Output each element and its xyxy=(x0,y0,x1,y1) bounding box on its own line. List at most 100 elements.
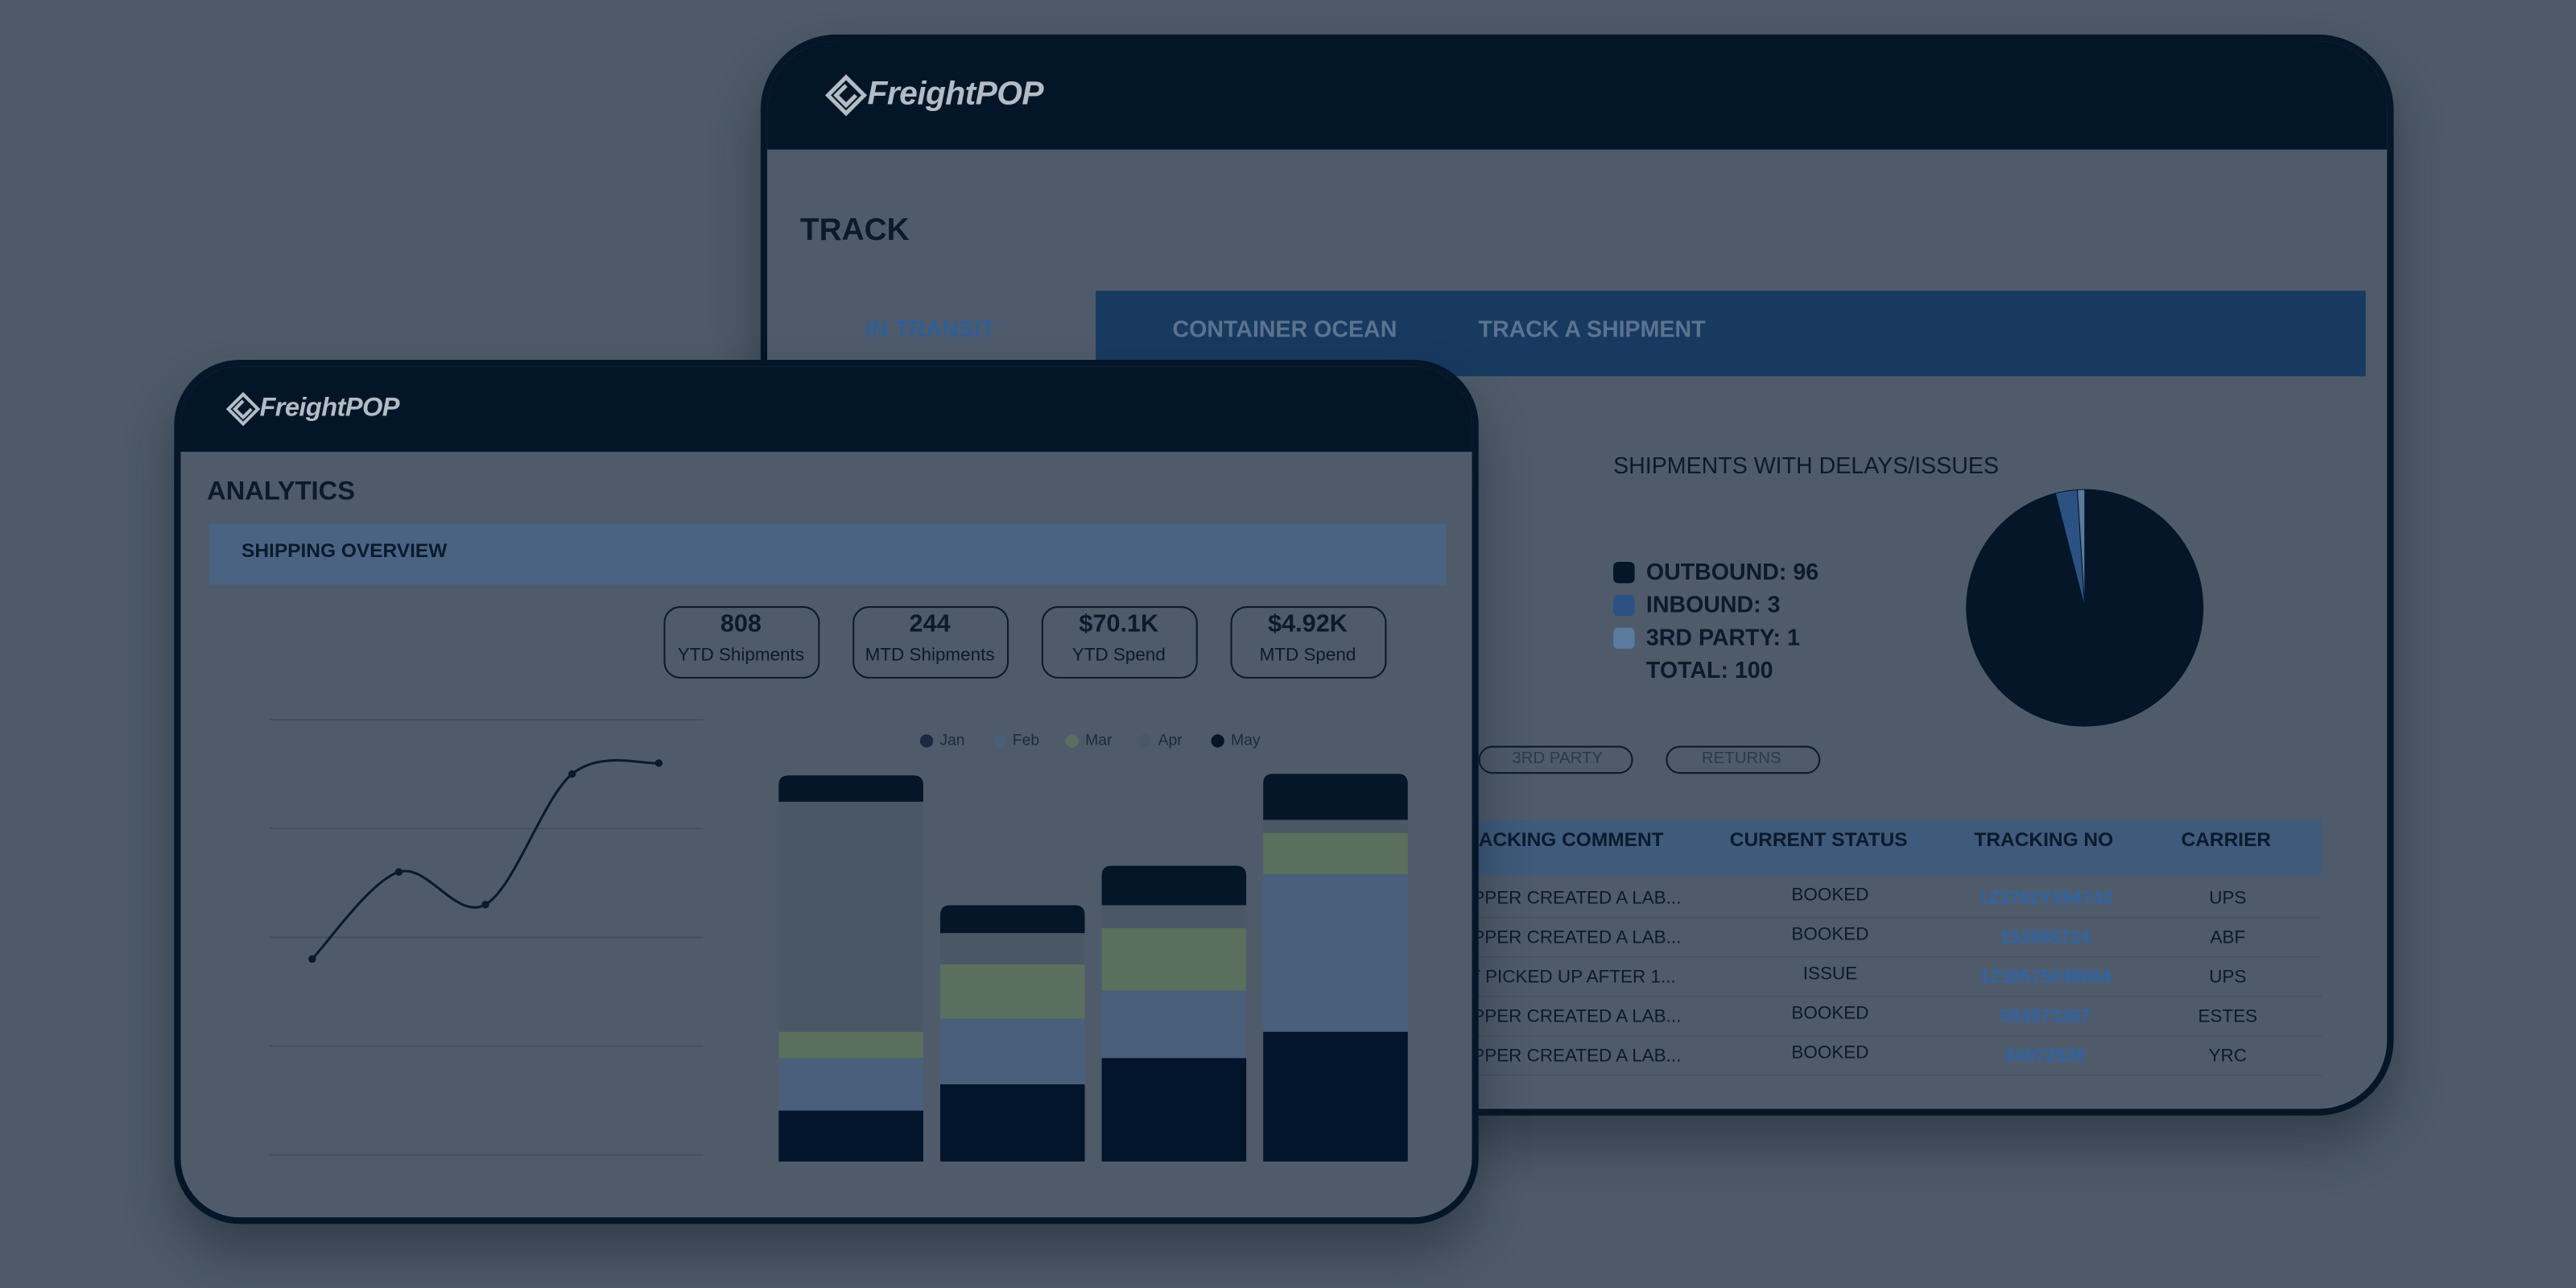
tracking-number[interactable]: 152985724 xyxy=(2000,928,2091,948)
status: BOOKED xyxy=(1791,924,1869,945)
bar-segment xyxy=(778,1110,923,1162)
kpi-label: MTD Shipments xyxy=(865,646,995,666)
tracking-comment: SHIPPER CREATED A LAB... xyxy=(1442,1007,1682,1027)
carrier: ABF xyxy=(2210,928,2246,948)
legend-dot xyxy=(1211,734,1224,748)
tracking-number[interactable]: 1Z38575038884 xyxy=(1979,968,2112,988)
status: BOOKED xyxy=(1791,1003,1869,1024)
legend-dot xyxy=(919,734,934,748)
carrier: UPS xyxy=(2209,889,2247,909)
carrier: YRC xyxy=(2208,1046,2248,1067)
legend-dot xyxy=(1065,734,1079,748)
carrier: UPS xyxy=(2209,968,2247,988)
bar-segment xyxy=(778,1031,923,1059)
status: ISSUE xyxy=(1802,964,1858,985)
bar-segment xyxy=(939,933,1085,964)
kpi-label: MTD Spend xyxy=(1259,646,1356,666)
row-divider xyxy=(1445,1074,2322,1076)
kpi-card: 244 MTD Shipments xyxy=(852,606,1009,679)
bar-segment xyxy=(939,1018,1085,1084)
bar-segment xyxy=(1263,873,1408,1032)
line-point xyxy=(308,955,316,964)
bar-segment xyxy=(1101,865,1247,906)
pie-slice xyxy=(2077,489,2086,609)
row-divider xyxy=(1445,956,2322,958)
kpi-card: $70.1K YTD Spend xyxy=(1041,606,1198,679)
table-header-bar xyxy=(1445,819,2322,876)
status: BOOKED xyxy=(1791,1042,1869,1063)
bar-segment xyxy=(778,801,923,1032)
tracking-number[interactable]: 583973367 xyxy=(2000,1007,2091,1027)
bar-segment xyxy=(1101,905,1247,929)
table-header: TRACKING COMMENT xyxy=(1452,828,1664,852)
legend-label: Apr xyxy=(1158,732,1183,749)
kpi-value: 808 xyxy=(720,610,762,638)
legend-label: 3RD PARTY: 1 xyxy=(1646,625,1800,650)
tracking-comment: SHIPPER CREATED A LAB... xyxy=(1442,889,1682,909)
legend-swatch xyxy=(1613,627,1635,650)
filter-button[interactable]: 3RD PARTY xyxy=(1478,745,1633,774)
tracking-comment: SHIPPER CREATED A LAB... xyxy=(1442,928,1682,948)
bar-segment xyxy=(1101,928,1247,991)
legend-label: May xyxy=(1231,732,1261,749)
kpi-value: $70.1K xyxy=(1079,610,1159,638)
legend-label: INBOUND: 3 xyxy=(1646,592,1781,618)
filter-label: 3RD PARTY xyxy=(1512,749,1604,769)
bar-segment xyxy=(939,1084,1085,1162)
pie-title: SHIPMENTS WITH DELAYS/ISSUES xyxy=(1613,452,2000,478)
legend-label: OUTBOUND: 96 xyxy=(1646,559,1818,585)
bar-segment xyxy=(778,775,923,802)
legend-swatch xyxy=(1613,594,1635,617)
kpi-label: YTD Spend xyxy=(1071,646,1166,666)
tab[interactable]: CONTAINER OCEAN xyxy=(1172,315,1397,342)
kpi-card: 808 YTD Shipments xyxy=(663,606,820,679)
window-header xyxy=(767,41,2388,150)
carrier: ESTES xyxy=(2198,1007,2258,1027)
bar-segment xyxy=(939,964,1085,1019)
logo-icon xyxy=(225,391,261,427)
table-header: TRACKING NO xyxy=(1974,828,2114,852)
legend-label: Mar xyxy=(1085,732,1113,749)
tracking-number[interactable]: 1Z2782Y294742 xyxy=(1978,889,2112,909)
row-divider xyxy=(1445,1034,2322,1037)
tab[interactable]: TRACK A SHIPMENT xyxy=(1478,315,1706,342)
section-bar xyxy=(208,524,1446,585)
tab[interactable]: IN TRANSIT xyxy=(865,315,995,342)
legend-swatch xyxy=(1613,561,1635,584)
bar-segment xyxy=(778,1058,923,1111)
tracking-comment: SHIPPER CREATED A LAB... xyxy=(1442,1046,1682,1067)
legend-label: Feb xyxy=(1013,732,1039,749)
kpi-value: 244 xyxy=(909,610,951,638)
table-header: CARRIER xyxy=(2181,828,2272,852)
page-title: ANALYTICS xyxy=(207,477,356,506)
row-divider xyxy=(1445,995,2322,997)
bar-segment xyxy=(1101,990,1247,1059)
page-title: TRACK xyxy=(799,213,910,249)
logo-icon xyxy=(824,74,868,117)
kpi-value: $4.92K xyxy=(1268,610,1348,638)
bar-segment xyxy=(1263,774,1408,820)
line xyxy=(311,759,659,960)
line-point xyxy=(654,759,663,767)
tracking-number[interactable]: 84972536 xyxy=(2004,1046,2086,1067)
kpi-card: $4.92K MTD Spend xyxy=(1230,606,1387,679)
line-point xyxy=(481,901,489,909)
kpi-label: YTD Shipments xyxy=(677,646,805,666)
bar-segment xyxy=(1101,1058,1247,1162)
window-header xyxy=(180,366,1472,452)
legend-label: Jan xyxy=(939,732,964,749)
pie-total: TOTAL: 100 xyxy=(1646,658,1773,683)
bar-segment xyxy=(1263,819,1408,833)
filter-button[interactable]: RETURNS xyxy=(1666,745,1821,774)
row-divider xyxy=(1445,916,2322,919)
status: BOOKED xyxy=(1791,885,1869,906)
legend-dot xyxy=(1138,734,1152,748)
filter-label: RETURNS xyxy=(1701,749,1781,769)
line-point xyxy=(394,868,403,876)
logo: FreightPOP xyxy=(259,394,399,423)
